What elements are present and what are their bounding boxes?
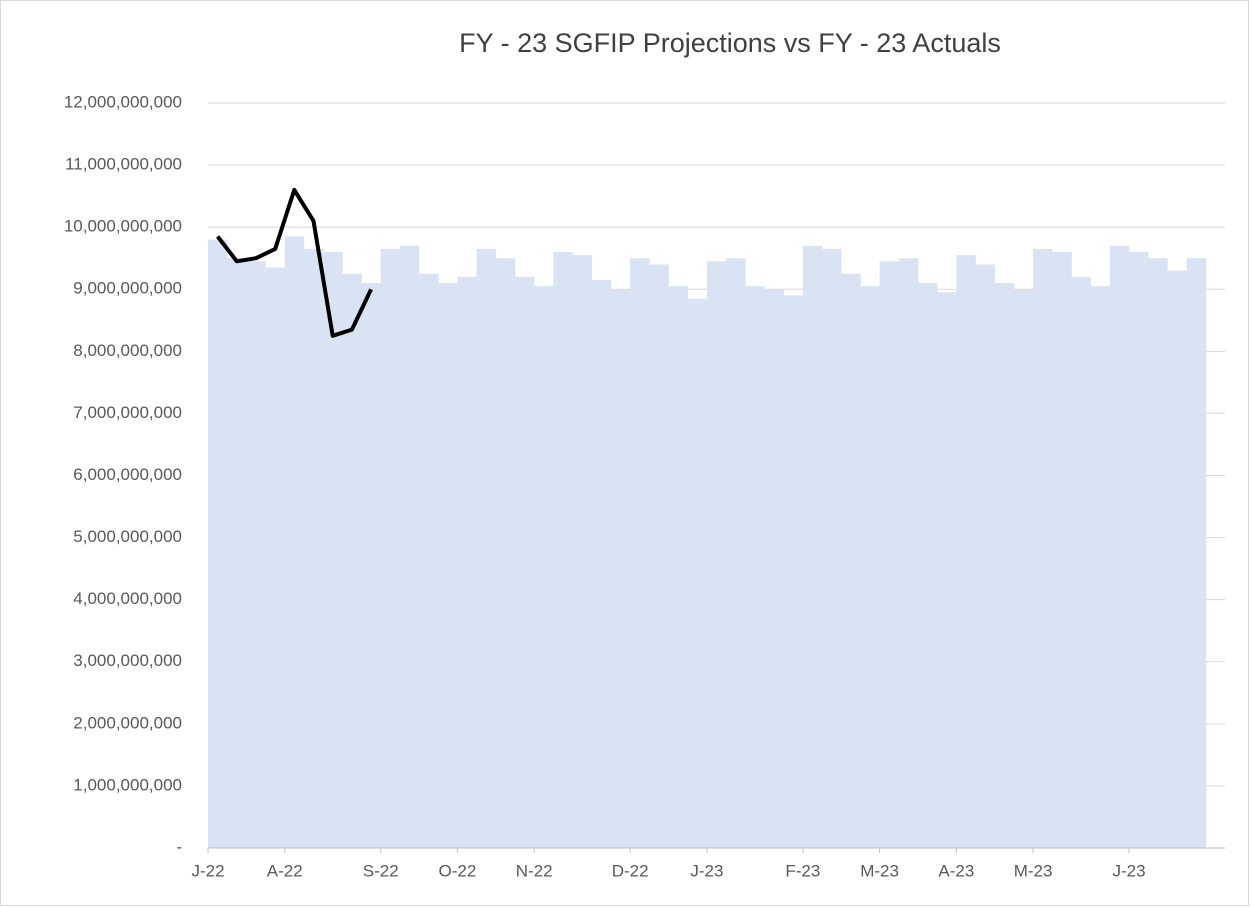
bar [956,255,976,848]
bar [668,286,689,848]
bar [495,258,516,848]
bar [687,298,708,848]
bar [534,286,554,848]
y-tick-label: 11,000,000,000 [65,155,182,174]
bar [591,279,612,848]
y-tick-label: 2,000,000,000 [73,713,182,732]
bar [265,267,286,848]
bar [303,248,324,849]
bar [1052,252,1072,848]
bar [457,276,477,848]
bar [764,289,784,848]
bar [1013,289,1034,848]
bar [1090,286,1111,848]
bar [726,258,746,848]
bar [745,286,765,848]
x-tick-label: F-23 [785,861,820,880]
bar [610,289,631,848]
line [216,187,373,338]
bar [1071,276,1091,848]
x-tick-label: S-22 [363,861,399,880]
bar [1109,245,1130,848]
bar [323,252,343,848]
bar [994,283,1015,849]
bar [399,245,420,848]
bar [1148,258,1168,848]
x-tick-label: O-22 [439,861,477,880]
y-tick-label: 10,000,000,000 [64,217,182,236]
bar [572,255,593,848]
bar [1129,252,1149,848]
bar [553,252,573,848]
bar [419,273,439,849]
bar [438,283,458,849]
bar [476,248,497,849]
bar [361,283,381,849]
chart-title: FY - 23 SGFIP Projections vs FY - 23 Act… [459,28,1001,58]
x-tick-label: A-23 [938,861,974,880]
bar [898,258,919,848]
bar [227,258,247,848]
x-tick-label: M-23 [1014,861,1053,880]
bar [783,295,804,848]
y-tick-label: 7,000,000,000 [73,403,182,422]
x-tick-label: J-22 [191,861,224,880]
bar [515,276,535,848]
y-tick-label: 12,000,000,000 [64,92,182,111]
y-tick-label: 5,000,000,000 [73,527,182,546]
bar [975,264,996,849]
y-tick-label: 4,000,000,000 [73,589,182,608]
bar [841,273,861,849]
bar [822,248,842,849]
x-tick-label: A-22 [267,861,303,880]
x-tick-label: J-23 [690,861,723,880]
bar [208,239,228,849]
bar [706,261,727,848]
bar [917,283,938,849]
bar [246,261,266,848]
bar [342,273,362,849]
y-tick-label: 6,000,000,000 [73,465,182,484]
bar [649,264,669,849]
x-tick-label: M-23 [860,861,899,880]
bar [380,248,401,849]
y-tick-label: 3,000,000,000 [73,651,182,670]
bar [284,236,305,848]
bar [1186,258,1207,848]
bar [1167,270,1187,848]
y-tick-label: - [176,837,182,856]
bar [860,286,880,848]
y-tick-label: 9,000,000,000 [73,279,182,298]
y-tick-label: 8,000,000,000 [73,341,182,360]
bar [802,245,823,848]
bar [879,261,900,848]
x-tick-label: D-22 [612,861,649,880]
x-tick-label: N-22 [516,861,553,880]
bar [630,258,650,848]
y-tick-label: 1,000,000,000 [73,775,182,794]
x-tick-label: J-23 [1113,861,1146,880]
bar [937,292,957,849]
bar [1033,248,1053,849]
